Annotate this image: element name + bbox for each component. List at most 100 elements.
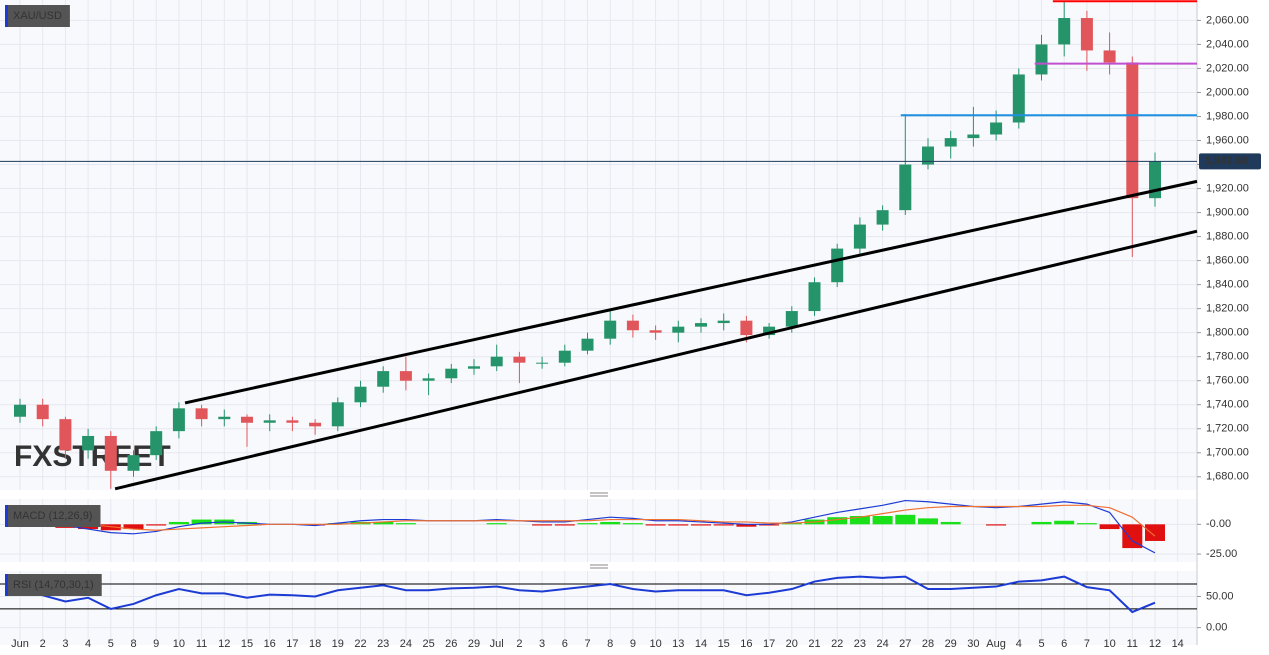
candle-body — [1126, 62, 1139, 199]
y-tick-label: 1,840.00 — [1206, 279, 1249, 291]
y-tick-label: 1,720.00 — [1206, 423, 1249, 435]
x-tick-label: 2 — [40, 638, 46, 650]
x-tick-label: 3 — [539, 638, 545, 650]
x-tick-label: 11 — [196, 638, 207, 650]
x-tick-label: 8 — [607, 638, 613, 650]
x-tick-label: 10 — [1103, 638, 1115, 650]
candle-body — [944, 138, 957, 147]
x-tick-label: 16 — [740, 638, 752, 650]
histogram-bar — [1076, 523, 1097, 525]
histogram-bar — [1099, 524, 1120, 530]
y-tick-label: -0.00 — [1206, 518, 1231, 530]
candle-body — [354, 386, 367, 403]
panel-label: XAU/USD — [13, 10, 62, 22]
candle-body — [695, 323, 707, 327]
histogram-bar — [1145, 524, 1165, 541]
x-tick-label: 13 — [672, 638, 684, 650]
candle-body — [922, 146, 934, 165]
x-tick-label: 30 — [967, 638, 979, 650]
candle-body — [876, 210, 889, 225]
x-tick-label: 24 — [876, 638, 888, 650]
y-tick-label: 1,800.00 — [1206, 327, 1249, 339]
y-tick-label: 1,920.00 — [1206, 182, 1249, 194]
panel-label-accent — [5, 5, 8, 27]
x-tick-label: 29 — [468, 638, 480, 650]
candle-body — [490, 356, 503, 367]
y-tick-label: 1,760.00 — [1206, 375, 1249, 387]
last-price-bg — [1199, 153, 1261, 170]
grip — [590, 492, 608, 569]
y-tick-label: 2,060.00 — [1206, 14, 1249, 26]
x-tick-label: Aug — [986, 638, 1006, 650]
candle-body — [513, 356, 526, 363]
x-tick-label: 22 — [831, 638, 843, 650]
panel-label: RSI (14,70,30,1) — [13, 579, 94, 591]
trendline — [114, 229, 1198, 491]
histogram-bar — [622, 523, 643, 525]
rsi-line — [19, 575, 1156, 614]
x-tick-label: 7 — [584, 638, 590, 650]
candle-body — [831, 248, 844, 283]
candle-body — [967, 134, 980, 139]
x-tick-label: 23 — [377, 638, 389, 650]
x-tick-label: 8 — [130, 638, 136, 650]
histogram-bar — [577, 523, 598, 525]
candle-body — [1058, 18, 1071, 45]
candle-body — [1103, 50, 1116, 63]
x-tick-label: 3 — [62, 638, 68, 650]
x-tick-label: 6 — [1061, 638, 1067, 650]
candle-body — [604, 320, 617, 339]
candle-body — [649, 330, 662, 333]
candle-body — [717, 320, 730, 324]
y-tick-label: 1,880.00 — [1206, 230, 1249, 242]
candle-body — [1035, 44, 1048, 75]
candle-body — [899, 164, 912, 211]
y-tick-label: 1,820.00 — [1206, 303, 1249, 315]
x-tick-label: 22 — [354, 638, 366, 650]
histogram-bar — [895, 514, 916, 525]
histogram-bar — [486, 523, 507, 525]
x-tick-label: 21 — [808, 638, 820, 650]
candle-body — [536, 362, 549, 364]
macd-line — [20, 504, 1156, 537]
candle-body — [377, 371, 390, 387]
x-tick-label: 14 — [1172, 638, 1184, 650]
candle-body — [785, 311, 798, 327]
candle-body — [445, 368, 458, 379]
histogram-bar — [668, 524, 689, 526]
candle-body — [14, 404, 26, 417]
panel-label-accent — [5, 505, 8, 527]
candle-body — [36, 404, 49, 420]
x-tick-label: 18 — [309, 638, 321, 650]
candle-body — [399, 371, 412, 381]
x-tick-label: 6 — [562, 638, 568, 650]
x-tick-label: 9 — [153, 638, 159, 650]
histogram-bar — [827, 517, 848, 525]
y-tick-label: 1,980.00 — [1206, 110, 1249, 122]
panel-label-accent — [5, 574, 8, 596]
separator — [0, 490, 1197, 499]
x-tick-label: 12 — [218, 638, 230, 650]
x-tick-label: 10 — [649, 638, 661, 650]
candle-body — [241, 416, 253, 423]
x-tick-label: 17 — [286, 638, 298, 650]
x-tick-label: 24 — [400, 638, 412, 650]
candle-body — [581, 338, 594, 351]
x-tick-label: Jun — [11, 638, 29, 650]
x-tick-label: 17 — [763, 638, 775, 650]
histogram-bar — [373, 521, 394, 525]
candle-body — [150, 431, 163, 456]
histogram-bar — [191, 519, 212, 525]
histogram-bar — [736, 524, 757, 527]
panel-label-bg — [5, 5, 70, 27]
y-tick-label: 1,740.00 — [1206, 399, 1249, 411]
histogram-bar — [986, 524, 1007, 526]
trendline — [184, 179, 1198, 405]
y-tick-label: 1,780.00 — [1206, 351, 1249, 363]
x-tick-label: 25 — [422, 638, 434, 650]
candle-body — [286, 420, 299, 423]
y-tick-label: 1,860.00 — [1206, 255, 1249, 267]
